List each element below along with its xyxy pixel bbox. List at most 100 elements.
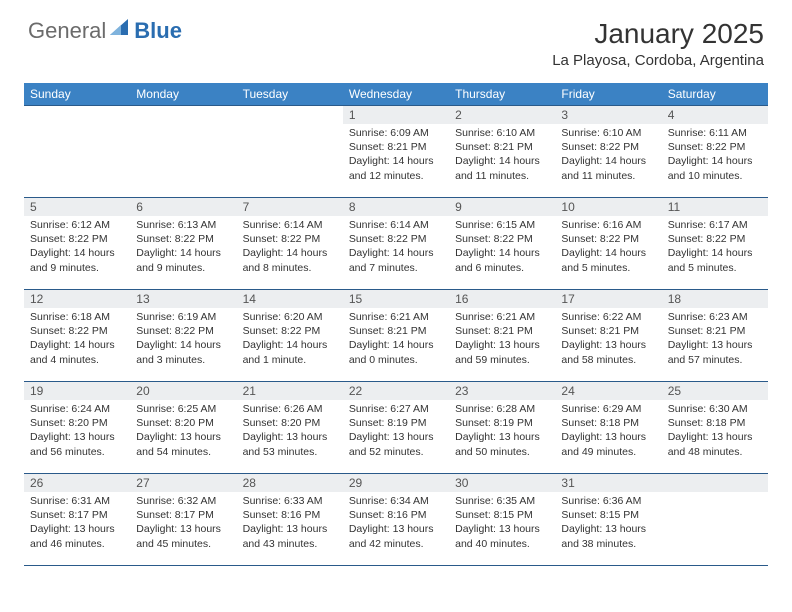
empty-day <box>24 106 130 124</box>
calendar-cell: 16Sunrise: 6:21 AMSunset: 8:21 PMDayligh… <box>449 290 555 382</box>
day-info: Sunrise: 6:22 AMSunset: 8:21 PMDaylight:… <box>555 308 661 371</box>
calendar-cell: 31Sunrise: 6:36 AMSunset: 8:15 PMDayligh… <box>555 474 661 566</box>
calendar-cell: 22Sunrise: 6:27 AMSunset: 8:19 PMDayligh… <box>343 382 449 474</box>
day-info: Sunrise: 6:19 AMSunset: 8:22 PMDaylight:… <box>130 308 236 371</box>
day-info: Sunrise: 6:33 AMSunset: 8:16 PMDaylight:… <box>237 492 343 555</box>
calendar-cell: 13Sunrise: 6:19 AMSunset: 8:22 PMDayligh… <box>130 290 236 382</box>
calendar-cell: 11Sunrise: 6:17 AMSunset: 8:22 PMDayligh… <box>662 198 768 290</box>
calendar-cell: 15Sunrise: 6:21 AMSunset: 8:21 PMDayligh… <box>343 290 449 382</box>
day-info: Sunrise: 6:26 AMSunset: 8:20 PMDaylight:… <box>237 400 343 463</box>
calendar-cell: 7Sunrise: 6:14 AMSunset: 8:22 PMDaylight… <box>237 198 343 290</box>
calendar-cell <box>237 106 343 198</box>
day-number: 31 <box>555 474 661 492</box>
month-title: January 2025 <box>552 18 764 50</box>
weekday-header: Thursday <box>449 83 555 106</box>
day-info: Sunrise: 6:21 AMSunset: 8:21 PMDaylight:… <box>343 308 449 371</box>
day-number: 15 <box>343 290 449 308</box>
calendar-row: 19Sunrise: 6:24 AMSunset: 8:20 PMDayligh… <box>24 382 768 474</box>
day-info: Sunrise: 6:14 AMSunset: 8:22 PMDaylight:… <box>343 216 449 279</box>
weekday-header: Friday <box>555 83 661 106</box>
day-info: Sunrise: 6:09 AMSunset: 8:21 PMDaylight:… <box>343 124 449 187</box>
calendar-body: 1Sunrise: 6:09 AMSunset: 8:21 PMDaylight… <box>24 106 768 566</box>
calendar-row: 1Sunrise: 6:09 AMSunset: 8:21 PMDaylight… <box>24 106 768 198</box>
calendar-cell: 14Sunrise: 6:20 AMSunset: 8:22 PMDayligh… <box>237 290 343 382</box>
day-info: Sunrise: 6:11 AMSunset: 8:22 PMDaylight:… <box>662 124 768 187</box>
calendar-cell: 4Sunrise: 6:11 AMSunset: 8:22 PMDaylight… <box>662 106 768 198</box>
day-info: Sunrise: 6:32 AMSunset: 8:17 PMDaylight:… <box>130 492 236 555</box>
location: La Playosa, Cordoba, Argentina <box>552 52 764 69</box>
calendar-row: 12Sunrise: 6:18 AMSunset: 8:22 PMDayligh… <box>24 290 768 382</box>
logo-sail-icon <box>110 19 132 37</box>
day-number: 9 <box>449 198 555 216</box>
day-info: Sunrise: 6:27 AMSunset: 8:19 PMDaylight:… <box>343 400 449 463</box>
day-number: 6 <box>130 198 236 216</box>
day-number: 1 <box>343 106 449 124</box>
calendar-cell: 25Sunrise: 6:30 AMSunset: 8:18 PMDayligh… <box>662 382 768 474</box>
calendar-cell: 23Sunrise: 6:28 AMSunset: 8:19 PMDayligh… <box>449 382 555 474</box>
day-number: 19 <box>24 382 130 400</box>
weekday-header: Saturday <box>662 83 768 106</box>
calendar-cell: 24Sunrise: 6:29 AMSunset: 8:18 PMDayligh… <box>555 382 661 474</box>
calendar-cell: 10Sunrise: 6:16 AMSunset: 8:22 PMDayligh… <box>555 198 661 290</box>
calendar-cell: 12Sunrise: 6:18 AMSunset: 8:22 PMDayligh… <box>24 290 130 382</box>
calendar-cell: 28Sunrise: 6:33 AMSunset: 8:16 PMDayligh… <box>237 474 343 566</box>
day-number: 14 <box>237 290 343 308</box>
calendar-cell: 20Sunrise: 6:25 AMSunset: 8:20 PMDayligh… <box>130 382 236 474</box>
day-number: 23 <box>449 382 555 400</box>
logo-text-general: General <box>28 18 106 44</box>
calendar-cell: 2Sunrise: 6:10 AMSunset: 8:21 PMDaylight… <box>449 106 555 198</box>
calendar-cell: 1Sunrise: 6:09 AMSunset: 8:21 PMDaylight… <box>343 106 449 198</box>
day-number: 12 <box>24 290 130 308</box>
day-number: 24 <box>555 382 661 400</box>
calendar-cell: 8Sunrise: 6:14 AMSunset: 8:22 PMDaylight… <box>343 198 449 290</box>
day-number: 13 <box>130 290 236 308</box>
calendar-row: 26Sunrise: 6:31 AMSunset: 8:17 PMDayligh… <box>24 474 768 566</box>
day-info: Sunrise: 6:29 AMSunset: 8:18 PMDaylight:… <box>555 400 661 463</box>
weekday-header: Wednesday <box>343 83 449 106</box>
empty-day <box>130 106 236 124</box>
day-number: 4 <box>662 106 768 124</box>
day-info: Sunrise: 6:12 AMSunset: 8:22 PMDaylight:… <box>24 216 130 279</box>
day-info: Sunrise: 6:23 AMSunset: 8:21 PMDaylight:… <box>662 308 768 371</box>
day-number: 2 <box>449 106 555 124</box>
day-number: 28 <box>237 474 343 492</box>
calendar-cell: 21Sunrise: 6:26 AMSunset: 8:20 PMDayligh… <box>237 382 343 474</box>
day-number: 26 <box>24 474 130 492</box>
logo: General Blue <box>28 18 182 44</box>
empty-day <box>662 474 768 492</box>
day-info: Sunrise: 6:15 AMSunset: 8:22 PMDaylight:… <box>449 216 555 279</box>
day-info: Sunrise: 6:24 AMSunset: 8:20 PMDaylight:… <box>24 400 130 463</box>
day-number: 22 <box>343 382 449 400</box>
calendar-cell: 17Sunrise: 6:22 AMSunset: 8:21 PMDayligh… <box>555 290 661 382</box>
calendar-cell: 29Sunrise: 6:34 AMSunset: 8:16 PMDayligh… <box>343 474 449 566</box>
day-info: Sunrise: 6:21 AMSunset: 8:21 PMDaylight:… <box>449 308 555 371</box>
calendar-cell <box>130 106 236 198</box>
day-info: Sunrise: 6:16 AMSunset: 8:22 PMDaylight:… <box>555 216 661 279</box>
day-number: 20 <box>130 382 236 400</box>
day-number: 21 <box>237 382 343 400</box>
day-number: 7 <box>237 198 343 216</box>
empty-day <box>237 106 343 124</box>
header: General Blue January 2025 La Playosa, Co… <box>0 0 792 77</box>
day-info: Sunrise: 6:14 AMSunset: 8:22 PMDaylight:… <box>237 216 343 279</box>
day-info: Sunrise: 6:17 AMSunset: 8:22 PMDaylight:… <box>662 216 768 279</box>
day-info: Sunrise: 6:13 AMSunset: 8:22 PMDaylight:… <box>130 216 236 279</box>
weekday-header-row: SundayMondayTuesdayWednesdayThursdayFrid… <box>24 83 768 106</box>
day-info: Sunrise: 6:30 AMSunset: 8:18 PMDaylight:… <box>662 400 768 463</box>
calendar-cell: 18Sunrise: 6:23 AMSunset: 8:21 PMDayligh… <box>662 290 768 382</box>
day-info: Sunrise: 6:28 AMSunset: 8:19 PMDaylight:… <box>449 400 555 463</box>
day-info: Sunrise: 6:25 AMSunset: 8:20 PMDaylight:… <box>130 400 236 463</box>
day-number: 27 <box>130 474 236 492</box>
weekday-header: Monday <box>130 83 236 106</box>
day-number: 16 <box>449 290 555 308</box>
title-block: January 2025 La Playosa, Cordoba, Argent… <box>552 18 764 69</box>
calendar-cell: 3Sunrise: 6:10 AMSunset: 8:22 PMDaylight… <box>555 106 661 198</box>
calendar-cell: 9Sunrise: 6:15 AMSunset: 8:22 PMDaylight… <box>449 198 555 290</box>
day-number: 25 <box>662 382 768 400</box>
day-number: 8 <box>343 198 449 216</box>
day-number: 10 <box>555 198 661 216</box>
calendar-table: SundayMondayTuesdayWednesdayThursdayFrid… <box>24 83 768 566</box>
day-info: Sunrise: 6:10 AMSunset: 8:22 PMDaylight:… <box>555 124 661 187</box>
calendar-cell: 30Sunrise: 6:35 AMSunset: 8:15 PMDayligh… <box>449 474 555 566</box>
day-info: Sunrise: 6:35 AMSunset: 8:15 PMDaylight:… <box>449 492 555 555</box>
